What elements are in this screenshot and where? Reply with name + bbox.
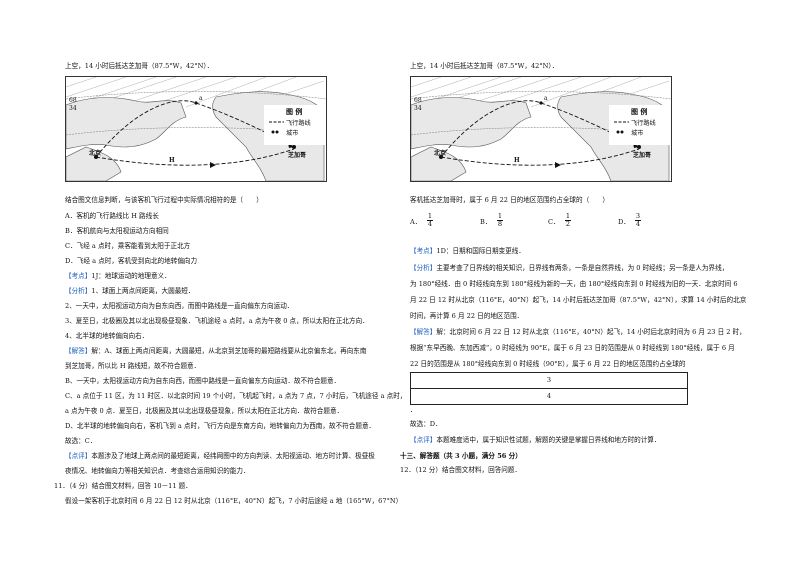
table-row-top: 3 xyxy=(411,373,687,389)
right-question: 客机抵达芝加哥时，属于 6 月 22 日的地区范围约占全球的（ ） xyxy=(410,196,609,204)
map-drawing xyxy=(66,77,326,181)
kaodian-tag: 【考点】 xyxy=(65,272,92,280)
fraction-bar xyxy=(427,220,433,221)
jieda-line: 到芝加哥，所以比 H 路线短，故不符合题意． xyxy=(65,362,201,370)
fraction-table: 3 4 xyxy=(410,372,688,405)
fenxi-line: 时间，再计算 6 月 22 日的地区范围． xyxy=(410,312,524,320)
dianping-line: 本题难度适中，属于知识性试题，解题的关键是掌握日界线和地方时的计算． xyxy=(436,436,661,444)
kaodian-text: 1J：地球运动的地理意义． xyxy=(91,272,171,280)
section-heading: 十三、解答题（共 3 小题，满分 56 分） xyxy=(400,452,522,460)
fraction-denominator: 4 xyxy=(427,220,433,228)
fenxi-line: 2、一天中，太阳视运动方向为自东向西，而图中路线是一直向偏东方向运动． xyxy=(65,302,294,310)
jieda-line: 解：A、球面上两点间距离，大圆最短，从北京到芝加哥的最短路线要从北京偏东北，再向… xyxy=(91,347,367,355)
map-lat-label-34: 34 xyxy=(69,105,77,112)
map-drawing xyxy=(411,77,671,181)
left-question: 结合图文信息判断，与该客机飞行过程中实际情况相符的是（ ） xyxy=(65,196,263,204)
jieda-line: C、a 点位于 11 区，为 11 时区．以北京时间 19 个小时，飞机起飞时，… xyxy=(65,392,407,400)
left-fenxi: 【分析】1、球面上两点间距离，大圆最短． xyxy=(65,287,194,295)
right-route-map: 68 34 a 北京 芝加哥 H 图 例 飞行路线 城市 xyxy=(410,76,672,182)
map-label-beijing: 北京 xyxy=(89,150,102,157)
left-kaodian: 【考点】1J：地球运动的地理意义． xyxy=(65,272,171,280)
fraction-numerator: 3 xyxy=(635,212,641,220)
jieda-line: 解：北京时间 6 月 22 日 12 时从北京（116°E，40°N）起飞，14… xyxy=(436,328,746,336)
question-11-text: 假设一架客机于北京时间 6 月 22 日 12 时从北京（116°E，40°N）… xyxy=(65,497,403,505)
dianping-line: 本题涉及了地球上两点间的最短距离，经纬网图中的方向判读、太阳视运动、地方时计算、… xyxy=(91,452,375,460)
left-option-b: B．客机航向与太阳视运动方向相同 xyxy=(65,227,169,235)
map-label-a: a xyxy=(544,95,548,102)
option-d-fraction: 3 4 xyxy=(634,213,642,228)
left-option-d: D．飞经 a 点时，客机受到向北的地转偏向力 xyxy=(65,257,198,265)
map-label-chicago: 芝加哥 xyxy=(633,152,652,159)
fraction-denominator: 4 xyxy=(635,220,641,228)
option-a-fraction: 1 4 xyxy=(426,213,434,228)
option-c-letter: C． xyxy=(548,218,560,226)
map-lat-label-68: 68 xyxy=(69,97,77,104)
option-c-fraction: 1 2 xyxy=(564,213,572,228)
map-label-a: a xyxy=(199,95,203,102)
fraction-numerator: 1 xyxy=(427,212,433,220)
right-kaodian: 【考点】1D：日期和国际日期变更线． xyxy=(410,247,525,255)
jieda-line: D、北半球的地转偏向向右，客机飞到 a 点时，飞行方向是东南方向，地转偏向力为西… xyxy=(65,422,376,430)
jieda-line: a 点为午夜 0 点．夏至日，北极圈及其以北出现极昼现象，所以太阳在正北方向．故… xyxy=(65,407,344,415)
left-route-map: 68 34 a 北京 芝加哥 H 图 例 飞行路线 城市 xyxy=(65,76,327,182)
right-header: 上空，14 小时后抵达芝加哥（87.5°W，42°N）． xyxy=(410,62,559,70)
left-dianping: 【点评】本题涉及了地球上两点间的最短距离，经纬网图中的方向判读、太阳视运动、地方… xyxy=(65,452,375,460)
map-lat-label-68: 68 xyxy=(414,97,422,104)
fenxi-tag: 【分析】 xyxy=(65,287,92,295)
fenxi-line: 主要考查了日界线的相关知识，日界线有两条，一条是自然界线，为 0 时经线；另一条… xyxy=(436,264,729,272)
fenxi-line: 为 180°经线．由 0 时经线向东到 180°经线为新的一天，由 180°经线… xyxy=(410,280,738,288)
legend-title: 图 例 xyxy=(631,107,648,116)
option-b-letter: B． xyxy=(480,218,492,226)
left-header: 上空，14 小时后抵达芝加哥（87.5°W，42°N）． xyxy=(65,62,214,70)
fraction-numerator: 1 xyxy=(565,212,571,220)
dianping-line: 夜情况、地转偏向力等相关知识点．考查综合运用知识的能力． xyxy=(65,467,250,475)
option-b-fraction: 1 8 xyxy=(496,213,504,228)
fenxi-line: 4、北半球的地转偏向向右． xyxy=(65,332,149,340)
fenxi-tag: 【分析】 xyxy=(410,264,437,272)
option-d-letter: D． xyxy=(618,218,630,226)
kaodian-tag: 【考点】 xyxy=(410,247,437,255)
table-row-bottom: 4 xyxy=(546,392,552,400)
map-label-h: H xyxy=(514,157,520,164)
dianping-tag: 【点评】 xyxy=(65,452,92,460)
jieda-tag: 【解答】 xyxy=(65,347,92,355)
jieda-tag: 【解答】 xyxy=(410,328,437,336)
fraction-bar xyxy=(497,220,503,221)
fenxi-line: 1、球面上两点间距离，大圆最短． xyxy=(91,287,195,295)
legend-route: 飞行路线 xyxy=(286,120,311,127)
map-lat-label-34: 34 xyxy=(414,105,422,112)
map-label-chicago: 芝加哥 xyxy=(288,152,307,159)
legend-city: 城市 xyxy=(631,130,644,137)
map-label-beijing: 北京 xyxy=(434,150,447,157)
fraction-bar xyxy=(565,220,571,221)
right-answer: 故选：D． xyxy=(410,420,442,428)
jieda-line: 22 日的范围是从 180°经线向东到 0 时经线（90°E），属于 6 月 2… xyxy=(410,360,686,368)
left-jieda: 【解答】解：A、球面上两点间距离，大圆最短，从北京到芝加哥的最短路线要从北京偏东… xyxy=(65,347,366,355)
fenxi-line: 月 22 日 12 时从北京（116°E，40°N）起飞，14 小时后抵达芝加哥… xyxy=(410,296,747,304)
fraction-numerator: 1 xyxy=(497,212,503,220)
jieda-line: 故选：C． xyxy=(65,437,97,445)
jieda-line: B、一天中，太阳视运动方向为自东向西，而图中路线是一直向偏东方向运动．故不符合题… xyxy=(65,377,341,385)
right-jieda: 【解答】解：北京时间 6 月 22 日 12 时从北京（116°E，40°N）起… xyxy=(410,328,746,336)
map-label-h: H xyxy=(169,157,175,164)
fraction-denominator: 2 xyxy=(565,220,571,228)
left-option-a: A．客机的飞行路线比 H 路线长 xyxy=(65,212,159,220)
dianping-tag: 【点评】 xyxy=(410,436,437,444)
left-option-c: C．飞经 a 点时，乘客能看到太阳于正北方 xyxy=(65,242,191,250)
legend-title: 图 例 xyxy=(286,107,303,116)
kaodian-text: 1D：日期和国际日期变更线． xyxy=(436,247,525,255)
question-12: 12．（12 分）结合图文材料，回答问题． xyxy=(400,466,522,474)
fenxi-line: 3、夏至日，北极圈及其以北出现极昼现象．飞机途经 a 点时，a 点为午夜 0 点… xyxy=(65,317,369,325)
fraction-bar xyxy=(635,220,641,221)
fraction-denominator: 8 xyxy=(497,220,503,228)
question-11: 11．（4 分）结合图文材料，回答 10－11 题． xyxy=(54,482,192,490)
table-trailing-dot: ． xyxy=(410,406,417,414)
right-dianping: 【点评】本题难度适中，属于知识性试题，解题的关键是掌握日界线和地方时的计算． xyxy=(410,436,661,444)
right-fenxi: 【分析】主要考查了日界线的相关知识，日界线有两条，一条是自然界线，为 0 时经线… xyxy=(410,264,728,272)
legend-route: 飞行路线 xyxy=(631,120,656,127)
jieda-line: 根据“东早西晚、东加西减”，0 时经线为 90°E，属于 6 月 23 日的范围… xyxy=(410,344,735,352)
option-a-letter: A． xyxy=(410,218,422,226)
legend-city: 城市 xyxy=(286,130,299,137)
